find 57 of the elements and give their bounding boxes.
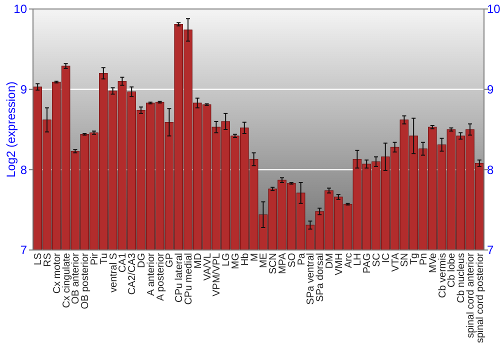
x-tick-label: CA1 (118, 252, 129, 272)
x-tick-label: Cb lobe (446, 252, 458, 288)
x-tick-label: spinal cord anterior (465, 252, 476, 338)
x-tick-label: IC (380, 253, 392, 263)
x-tick-label: CPu lateral (174, 253, 186, 302)
x-tick-label: Pn (418, 253, 430, 266)
x-tick-label: PAG (362, 252, 374, 274)
x-tick-label: CPu medial (184, 253, 194, 305)
x-tick-label: ventral S (108, 252, 120, 292)
x-tick-label: SCN (268, 253, 280, 274)
x-tick-label: Pa (296, 252, 308, 266)
x-tick-label: VPM/VPL (212, 252, 223, 296)
x-tick-label: LS (33, 252, 44, 266)
x-tick-label: SPa ventral (306, 253, 317, 305)
x-tick-label: Cx motor (52, 252, 63, 294)
x-tick-label: CA2/CA3 (127, 252, 138, 295)
x-tick-label: VTA (390, 252, 402, 272)
x-tick-label: spinal cord posterior (474, 252, 486, 344)
y-axis-title: Log2 (expression) (4, 81, 18, 178)
x-tick-label: OB anterior (70, 252, 82, 304)
x-tick-label: A posterior (155, 252, 166, 301)
y-tick-label: 9 (20, 82, 28, 97)
x-tick-label: SC (371, 253, 382, 267)
x-tick-label: MD (192, 253, 204, 269)
x-tick-label: DM (324, 253, 336, 269)
x-tick-label: OB posterior (80, 252, 92, 310)
x-tick-label: A anterior (146, 252, 157, 296)
x-tick-label: LH (352, 253, 364, 266)
x-tick-label: VA/VL (202, 252, 214, 281)
x-tick-label: SN (400, 253, 411, 267)
x-tick-label: MVe (428, 252, 439, 274)
x-tick-label: Arc (343, 253, 354, 268)
x-tick-label: MG (230, 252, 242, 270)
x-tick-label: M (249, 253, 260, 262)
x-tick-label: Tg (409, 253, 420, 265)
y-tick-label: 10 (14, 2, 28, 16)
y-tick-label: 7 (20, 243, 28, 258)
y-tick-label: 8 (20, 162, 28, 177)
x-tick-label: Cb vermis (437, 253, 448, 298)
x-tick-label: Cb nucleus (456, 253, 468, 304)
x-tick-label: ME (258, 252, 270, 268)
y2-tick-label: 7 (487, 243, 494, 258)
x-tick-label: GP (164, 252, 176, 268)
x-tick-label: MPA (278, 252, 288, 274)
x-tick-label: LG (221, 252, 232, 266)
x-tick-label: SPa dorsal (315, 253, 326, 302)
x-tick-label: Hb (240, 252, 251, 266)
x-tick-label: RS (42, 252, 54, 267)
x-tick-label: Cx cingulate (61, 252, 72, 308)
x-tick-label: Pir (90, 252, 101, 266)
x-tick-label: Tu (98, 253, 110, 264)
y2-tick-label: 9 (487, 82, 494, 97)
x-tick-label: DG (136, 252, 148, 268)
x-tick-label: VMH (334, 253, 345, 276)
y2-tick-label: 8 (487, 162, 494, 177)
x-tick-label: SO (286, 252, 298, 268)
y2-tick-label: 10 (487, 2, 500, 16)
